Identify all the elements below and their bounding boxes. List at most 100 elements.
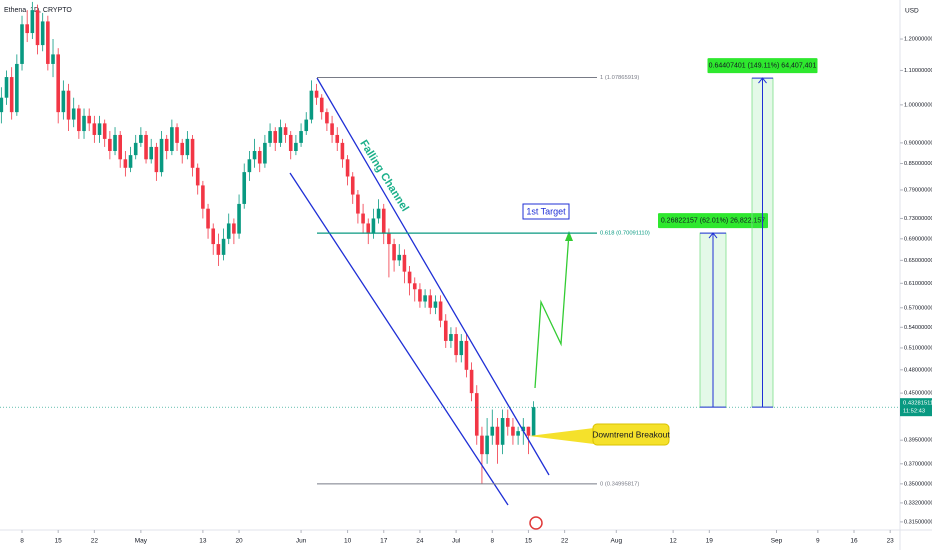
fib-label: 1 (1.07865919) xyxy=(600,75,639,81)
candle-body xyxy=(521,426,526,432)
y-tick-label: 1.20000000 xyxy=(904,37,932,43)
y-tick-label: 0.65000000 xyxy=(904,258,932,264)
candle-body xyxy=(195,167,200,186)
candle-body xyxy=(237,203,241,234)
candle-body xyxy=(371,218,376,234)
candle-body xyxy=(226,223,231,239)
candle-body xyxy=(15,63,19,113)
candle-body xyxy=(381,208,386,234)
y-tick-label: 0.90000000 xyxy=(904,140,932,146)
candle-body xyxy=(402,254,407,272)
candle-body xyxy=(340,142,345,160)
candle-body xyxy=(392,244,396,261)
candle-body xyxy=(232,223,236,234)
projection-path xyxy=(534,232,570,389)
candle-body xyxy=(206,208,210,229)
candle-body xyxy=(500,418,505,445)
y-tick-label: 0.54000000 xyxy=(904,325,932,331)
candle-body xyxy=(376,208,381,219)
y-tick-label: 0.57000000 xyxy=(904,305,932,311)
candle-body xyxy=(356,194,360,214)
x-tick-label: 15 xyxy=(55,538,63,545)
candle-body xyxy=(335,134,340,143)
candle-body xyxy=(407,271,412,284)
candle-body xyxy=(449,334,453,341)
y-tick-label: 0.48000000 xyxy=(904,367,932,373)
candle-body xyxy=(4,77,9,98)
candle-body xyxy=(387,233,391,245)
candle-body xyxy=(102,123,107,139)
x-tick-label: 24 xyxy=(416,538,424,545)
candle-body xyxy=(9,77,14,113)
measure-label: 0.64407401 (149.11%) 64,407,401 xyxy=(709,62,817,69)
candle-body xyxy=(495,426,500,445)
candle-body xyxy=(531,407,536,436)
candle-body xyxy=(459,340,464,356)
y-tick-label: 0.45000000 xyxy=(904,391,932,397)
candle-body xyxy=(133,142,138,156)
candle-body xyxy=(159,138,164,173)
channel-upper xyxy=(316,77,550,476)
candle-body xyxy=(123,159,128,168)
candle-body xyxy=(87,115,91,124)
candle-body xyxy=(412,283,417,290)
candle-body xyxy=(180,142,185,156)
candles-layer xyxy=(0,1,536,484)
candle-body xyxy=(185,138,190,156)
candle-body xyxy=(299,131,303,143)
candle-body xyxy=(25,24,29,34)
candle-body xyxy=(485,435,489,455)
candle-body xyxy=(46,21,50,64)
channel-lower xyxy=(289,172,509,506)
fib-label: 0 (0.34995817) xyxy=(600,481,639,487)
candle-body xyxy=(0,97,4,113)
target-box xyxy=(522,203,570,220)
candle-body xyxy=(474,393,479,436)
candle-body xyxy=(154,146,159,173)
candle-body xyxy=(118,134,122,160)
measure-label-box xyxy=(658,213,768,229)
candle-body xyxy=(113,134,117,151)
candle-body xyxy=(175,127,179,143)
candle-body xyxy=(423,295,427,302)
candle-body xyxy=(350,176,355,195)
candle-body xyxy=(35,10,40,46)
x-tick-label: 23 xyxy=(887,538,895,545)
candle-body xyxy=(480,435,484,455)
x-tick-label: 13 xyxy=(199,538,207,545)
candle-body xyxy=(325,112,329,124)
measure-label: 0.26822157 (62.01%) 26,822,157 xyxy=(661,217,765,224)
x-tick-label: Jun xyxy=(296,538,307,545)
candle-body xyxy=(201,185,205,209)
candle-body xyxy=(71,108,76,120)
candle-body xyxy=(190,138,195,168)
candle-body xyxy=(418,289,422,302)
y-tick-label: 0.33200000 xyxy=(904,500,932,506)
candle-body xyxy=(294,142,298,151)
candle-body xyxy=(263,142,267,164)
candle-body xyxy=(20,24,24,64)
x-tick-label: 15 xyxy=(525,538,533,545)
y-tick-label: 0.79000000 xyxy=(904,187,932,193)
y-tick-label: 0.73000000 xyxy=(904,216,932,222)
candle-body xyxy=(257,150,262,164)
measure-label-box xyxy=(707,58,818,74)
y-tick-label: 0.37000000 xyxy=(904,461,932,467)
candle-body xyxy=(397,254,402,261)
candle-body xyxy=(505,418,510,427)
candle-body xyxy=(319,97,324,113)
y-tick-label: 1.00000000 xyxy=(904,102,932,108)
candle-body xyxy=(77,108,81,132)
x-tick-label: 19 xyxy=(706,538,714,545)
candle-body xyxy=(97,123,102,135)
y-tick-label: 0.35000000 xyxy=(904,481,932,487)
candle-body xyxy=(366,223,371,234)
x-tick-label: 9 xyxy=(816,538,820,545)
y-tick-label: 1.10000000 xyxy=(904,68,932,74)
candle-body xyxy=(490,426,495,436)
candle-body xyxy=(511,426,515,436)
candle-body xyxy=(464,340,469,370)
countdown-label: 11:52:43 xyxy=(903,409,925,415)
